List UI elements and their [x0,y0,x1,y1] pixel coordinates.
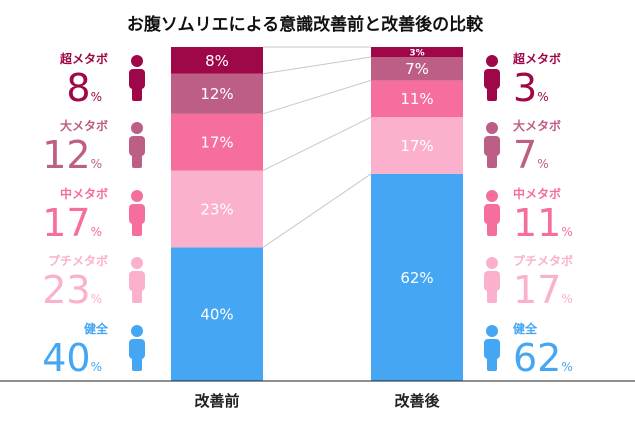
connector-lines [262,46,372,248]
person-icon [129,122,145,168]
bar-segment [371,117,463,174]
bar-segment [371,47,463,58]
connector-line [262,116,372,172]
legend-value: 3% [513,66,549,110]
legend-value: 12% [42,133,102,177]
legend-unit: % [561,292,572,306]
bar-value-label: 7% [405,60,429,78]
connector-line [262,56,372,75]
bar-value-label: 17% [400,137,433,155]
legend-value: 40% [42,336,102,380]
legend-unit: % [561,360,572,374]
legend-series-name: 超メタボ [59,51,108,66]
legend-value: 17% [42,201,102,245]
bar-value-label: 11% [400,90,433,108]
legend-value: 23% [42,268,102,312]
legend-value: 17% [513,268,573,312]
bar-segment [171,73,263,114]
bar-value-label: 3% [409,48,424,58]
legend-unit: % [91,157,102,171]
legend-value: 8% [66,66,102,110]
legend-series-name: 中メタボ [60,186,108,201]
legend-series-name: 中メタボ [513,186,561,201]
legend-unit: % [537,90,548,104]
legend-unit: % [91,225,102,239]
person-icon [129,325,145,371]
legend-series-name: 大メタボ [513,118,561,133]
bar-value-label: 62% [400,269,433,287]
bar-value-label: 23% [200,200,233,218]
legend-value: 11% [513,201,573,245]
bar-value-label: 12% [200,85,233,103]
person-icon [484,325,500,371]
legend-unit: % [91,90,102,104]
bar-segment [171,47,263,74]
legend-unit: % [537,157,548,171]
x-axis-tick-label: 改善後 [394,392,440,410]
bar-segment [371,80,463,118]
person-icon [484,257,500,303]
legend-series-name: プチメタボ [513,253,573,268]
legend-series-name: 大メタボ [60,118,108,133]
person-icon [129,257,145,303]
bar-segment [171,170,263,248]
legend-series-name: 超メタボ [512,51,561,66]
legend-series-name: 健全 [84,321,109,336]
legend-value: 7% [513,133,549,177]
legend-unit: % [91,360,102,374]
x-axis-labels: 改善前 改善後 [194,392,440,410]
person-icon [484,55,500,101]
bar-segment [171,113,263,171]
bar-value-label: 17% [200,134,233,152]
connector-line [262,79,372,115]
bar-segment [171,247,263,381]
person-icon [129,55,145,101]
x-axis-tick-label: 改善前 [194,392,239,410]
legend-unit: % [91,292,102,306]
connector-line [262,173,372,248]
person-icon [484,122,500,168]
chart-title: お腹ソムリエによる意識改善前と改善後の比較 [127,14,484,35]
bar-segment [371,57,463,81]
legend-series-name: 健全 [513,321,538,336]
bar-segment [371,173,463,381]
person-icon [129,190,145,236]
person-icon [484,190,500,236]
legend-value: 62% [513,336,573,380]
bar-value-label: 40% [200,306,233,324]
bars: 40% 23% 17% 12% 8% 62% 17% 11% 7% 3% [171,47,463,381]
legend-unit: % [561,225,572,239]
bar-value-label: 8% [205,52,229,70]
legend-series-name: プチメタボ [48,253,108,268]
